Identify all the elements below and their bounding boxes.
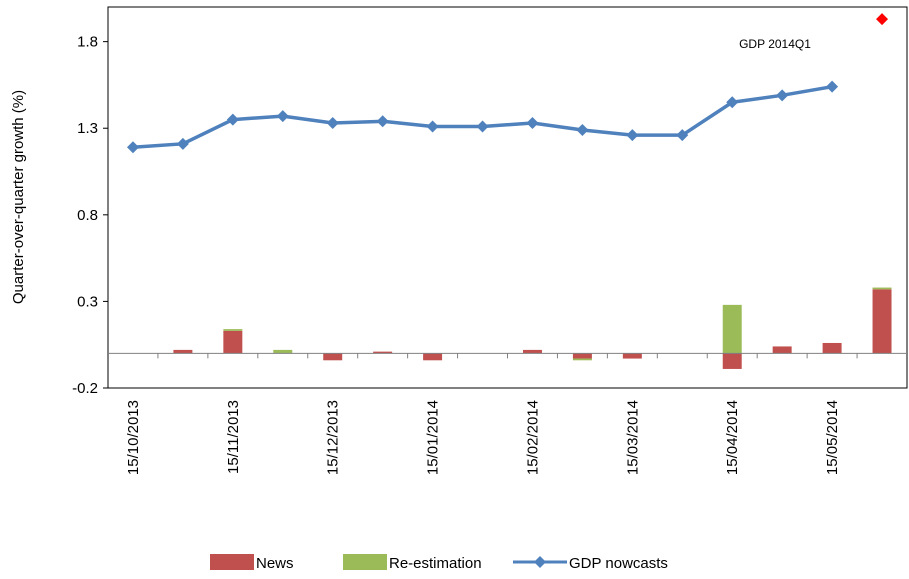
y-axis-ticks: -0.2 0.3 0.8 1.3 1.8: [72, 34, 108, 397]
legend-label: News: [256, 555, 294, 572]
y-tick-label: 1.8: [77, 34, 98, 51]
re-estimation-bar: [872, 287, 892, 290]
news-bar: [173, 349, 193, 354]
legend: News Re-estimation GDP nowcasts: [210, 554, 668, 572]
legend-label: Re-estimation: [389, 555, 482, 572]
news-bar: [622, 353, 642, 359]
news-bar: [323, 353, 343, 361]
news-bar: [722, 353, 742, 369]
news-bar: [822, 342, 842, 354]
gdp-2014q1-point: [876, 13, 889, 26]
news-bar: [872, 289, 892, 354]
gdp-nowcast-point: [226, 113, 239, 126]
legend-label: GDP nowcasts: [569, 555, 668, 572]
gdp-nowcast-point: [626, 129, 639, 142]
legend-swatch: [343, 554, 387, 570]
legend-item-news: News: [210, 554, 294, 572]
y-tick-label: 1.3: [77, 120, 98, 137]
re-estimation-bar: [273, 349, 293, 354]
plot-area: [107, 6, 908, 389]
gdp-nowcast-point: [426, 120, 439, 133]
gdp-nowcast-point: [276, 110, 289, 123]
x-tick-label: 15/10/2013: [125, 400, 142, 475]
gdp-nowcast-point: [676, 129, 689, 142]
gdp-nowcast-point: [126, 141, 139, 154]
x-tick-label: 15/05/2014: [824, 400, 841, 475]
gdp-nowcast-point: [726, 96, 739, 109]
legend-item-re-estimation: Re-estimation: [343, 554, 482, 572]
re-estimation-bar: [572, 358, 592, 361]
x-tick-label: 15/11/2013: [225, 400, 242, 474]
x-tick-label: 15/02/2014: [524, 400, 541, 475]
legend-swatch: [210, 554, 254, 570]
gdp-nowcast-point: [526, 117, 539, 130]
y-axis-title: Quarter-over-quarter growth (%): [10, 90, 27, 304]
news-bar: [522, 349, 542, 354]
gdp-nowcast-line: [132, 84, 833, 150]
bar-layer: [173, 287, 892, 369]
nowcast-line-layer: [126, 13, 889, 154]
gdp-nowcast-point: [476, 120, 489, 133]
gdp-nowcast-point: [176, 137, 189, 150]
x-tick-label: 15/03/2014: [624, 400, 641, 475]
legend-item-gdp-nowcasts: GDP nowcasts: [513, 555, 668, 572]
news-bar: [772, 346, 792, 354]
y-tick-label: -0.2: [72, 380, 98, 397]
news-bar: [423, 353, 443, 361]
x-tick-label: 15/01/2014: [425, 400, 442, 475]
x-axis-ticks: 15/10/2013 15/11/2013 15/12/2013 15/01/2014…: [125, 353, 858, 475]
gdp-nowcast-point: [776, 89, 789, 102]
x-tick-label: 15/04/2014: [724, 400, 741, 475]
re-estimation-bar: [722, 304, 742, 354]
news-bar: [572, 353, 592, 359]
news-bar: [373, 351, 393, 354]
x-tick-label: 15/12/2013: [325, 400, 342, 475]
gdp-nowcast-point: [576, 123, 589, 136]
gdp-nowcast-point: [826, 80, 839, 93]
gdp-annotation: GDP 2014Q1: [739, 37, 811, 51]
gdp-nowcast-point: [326, 117, 339, 130]
news-bar: [223, 330, 243, 354]
legend-marker: [534, 556, 546, 568]
re-estimation-bar: [223, 329, 243, 331]
y-tick-label: 0.8: [77, 207, 98, 224]
gdp-nowcast-point: [376, 115, 389, 128]
y-tick-label: 0.3: [77, 293, 98, 310]
